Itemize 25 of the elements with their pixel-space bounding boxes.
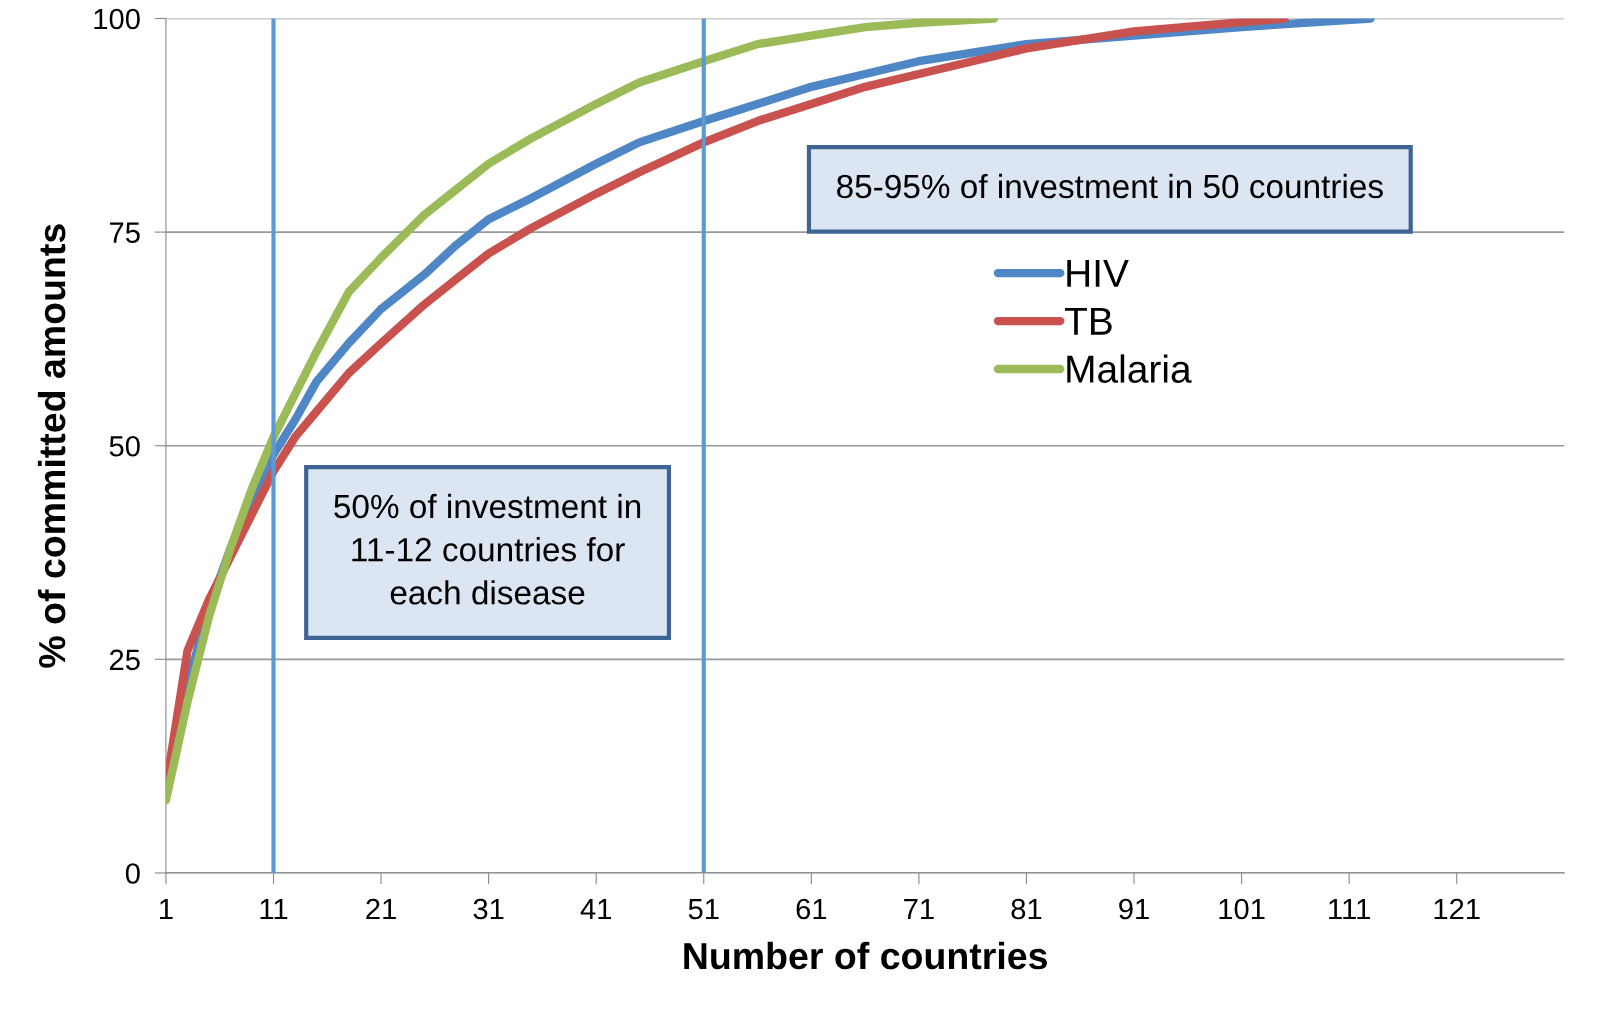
annotation: 50% of investment in 11-12 countries for each disease: [334, 493, 641, 605]
y-tick-label: 100: [94, 8, 140, 30]
y-tick-label: 75: [109, 222, 140, 243]
y-tick-label: 50: [109, 435, 140, 457]
legend-label: TB: [1064, 307, 1112, 335]
x-tick-label: 51: [688, 899, 719, 920]
legend-label: HIV: [1067, 259, 1129, 287]
y-axis-title: % of committed amounts: [37, 224, 66, 668]
x-tick-label: 1: [160, 899, 173, 920]
x-tick-label: 121: [1434, 898, 1480, 920]
annotation: 85-95% of investment in 50 countries: [837, 173, 1383, 199]
x-tick-label: 111: [1329, 899, 1370, 920]
x-tick-label: 71: [904, 899, 934, 920]
y-tick-label: 25: [109, 649, 140, 671]
x-tick-label: 11: [260, 899, 288, 920]
x-tick-label: 91: [1119, 898, 1149, 920]
x-tick-label: 41: [580, 899, 611, 920]
x-axis-title: Number of countries: [684, 941, 1047, 970]
x-tick-label: 31: [473, 898, 504, 920]
x-tick-label: 81: [1011, 898, 1042, 920]
legend-label: Malaria: [1067, 354, 1192, 383]
x-tick-label: 101: [1219, 898, 1265, 920]
x-tick-label: 21: [366, 898, 396, 920]
y-tick-label: 0: [125, 863, 140, 884]
x-tick-label: 61: [796, 898, 827, 920]
